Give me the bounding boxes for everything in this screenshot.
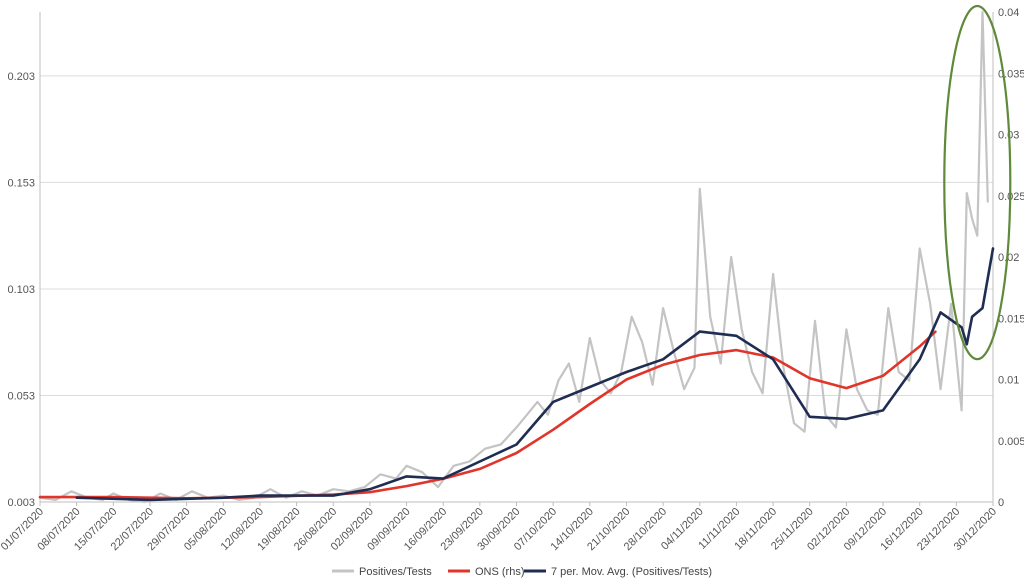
right-tick-label: 0.015 bbox=[998, 313, 1024, 325]
annotations bbox=[943, 4, 1012, 361]
legend-label: 7 per. Mov. Avg. (Positives/Tests) bbox=[551, 566, 712, 578]
gridlines bbox=[40, 75, 993, 503]
legend-label: Positives/Tests bbox=[359, 566, 432, 578]
highlight-ellipse bbox=[943, 4, 1012, 361]
right-tick-label: 0.01 bbox=[998, 375, 1019, 387]
left-tick-label: 0.053 bbox=[7, 390, 35, 402]
left-axis-ticks: 0.003 0.053 0.103 0.153 0.203 bbox=[7, 71, 35, 509]
series-lines bbox=[38, 10, 995, 504]
series-line-1 bbox=[38, 10, 989, 504]
right-tick-label: 0.02 bbox=[998, 252, 1019, 264]
right-tick-label: 0.04 bbox=[998, 7, 1019, 19]
x-axis-ticks: 01/07/202008/07/202015/07/202022/07/2020… bbox=[0, 502, 999, 553]
left-tick-label: 0.153 bbox=[7, 177, 35, 189]
legend-label: ONS (rhs) bbox=[475, 566, 525, 578]
left-tick-label: 0.203 bbox=[7, 71, 35, 83]
series-line-2 bbox=[38, 330, 937, 500]
right-tick-label: 0 bbox=[998, 497, 1004, 509]
legend: Positives/Tests ONS (rhs) 7 per. Mov. Avg.… bbox=[332, 566, 712, 578]
right-tick-label: 0.005 bbox=[998, 436, 1024, 448]
left-tick-label: 0.003 bbox=[7, 497, 35, 509]
series-line-3 bbox=[75, 247, 995, 502]
left-tick-label: 0.103 bbox=[7, 284, 35, 296]
